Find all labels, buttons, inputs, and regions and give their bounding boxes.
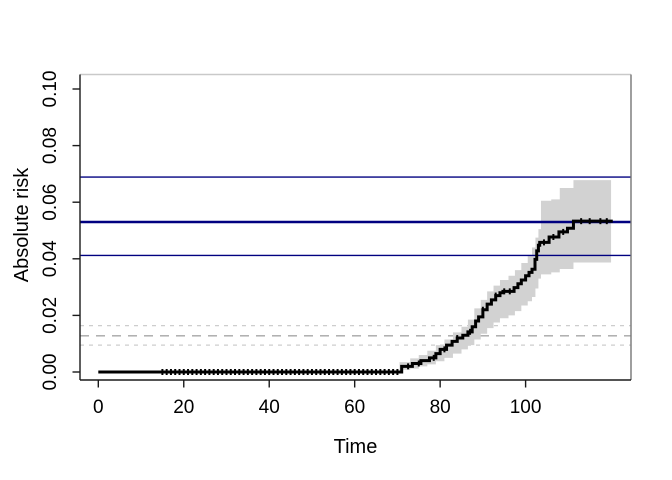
x-axis-title: Time <box>334 436 378 458</box>
y-axis-layer: 0.00 0.02 0.04 0.06 0.08 0.10 <box>40 71 80 391</box>
x-axis-layer: 0 20 40 60 80 100 <box>93 380 541 418</box>
confidence-band <box>399 180 612 370</box>
y-tick-label: 0.06 <box>40 184 61 221</box>
x-tick-label: 100 <box>510 397 542 418</box>
solid-reference-lines-layer <box>80 176 631 257</box>
confidence-band-layer <box>399 180 612 370</box>
x-tick-label: 20 <box>173 397 194 418</box>
y-tick-label: 0.04 <box>40 240 61 277</box>
absolute-risk-step-estimate <box>98 219 613 374</box>
y-axis-title: Absolute risk <box>11 167 33 282</box>
y-tick-label: 0.10 <box>40 71 61 108</box>
x-tick-label: 60 <box>344 397 365 418</box>
plot-box-layer <box>79 73 632 381</box>
censor-marks-layer <box>161 218 608 375</box>
dashed-reference-lines-layer <box>80 324 631 346</box>
y-tick-label: 0.02 <box>40 297 61 334</box>
x-tick-label: 40 <box>259 397 280 418</box>
risk-curve-layer <box>98 219 613 374</box>
x-tick-label: 0 <box>93 397 104 418</box>
y-tick-label: 0.08 <box>40 127 61 164</box>
y-tick-label: 0.00 <box>40 354 61 391</box>
x-tick-label: 80 <box>430 397 451 418</box>
